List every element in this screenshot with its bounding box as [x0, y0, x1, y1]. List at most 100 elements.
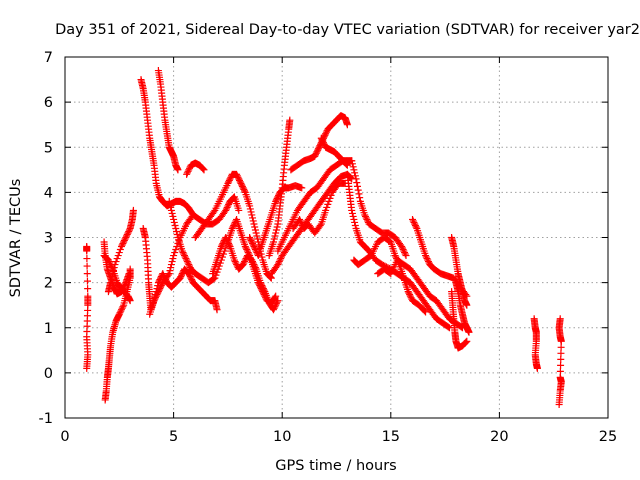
data-point-marker: [400, 247, 408, 255]
data-point-marker: [270, 306, 278, 314]
data-point-marker: [223, 237, 231, 245]
data-point-marker: [350, 166, 358, 174]
data-point-marker: [350, 215, 358, 223]
data-point-marker: [422, 308, 430, 316]
data-point-marker: [152, 294, 159, 302]
data-point-marker: [319, 139, 327, 147]
x-tick-label: 20: [490, 429, 508, 445]
data-point-marker: [237, 179, 245, 187]
y-tick-label: 6: [44, 95, 53, 111]
series-track-x: [448, 288, 471, 352]
data-point-marker: [557, 343, 565, 351]
data-point-marker: [124, 229, 132, 237]
data-point-marker: [348, 160, 356, 168]
data-point-marker: [180, 250, 188, 258]
data-point-marker: [319, 137, 327, 145]
data-point-marker: [406, 291, 414, 299]
data-point-marker: [351, 221, 359, 229]
data-point-marker: [107, 261, 115, 269]
data-point-marker: [349, 163, 357, 171]
data-point-marker: [271, 303, 279, 311]
data-point-marker: [199, 165, 207, 173]
data-point-marker: [230, 194, 238, 202]
data-point-marker: [104, 256, 112, 264]
data-point-marker: [249, 258, 257, 266]
data-point-marker: [325, 197, 333, 205]
data-point-marker: [186, 271, 194, 279]
data-point-marker: [249, 240, 257, 248]
data-point-marker: [226, 175, 234, 183]
data-point-marker: [555, 400, 563, 408]
data-point-marker: [224, 179, 232, 187]
data-point-marker: [247, 208, 255, 216]
data-point-marker: [557, 361, 565, 369]
data-point-marker: [105, 258, 113, 266]
data-point-marker: [326, 194, 334, 202]
data-point-marker: [116, 309, 124, 317]
data-point-marker: [230, 256, 238, 264]
data-point-marker: [225, 178, 233, 186]
data-point-marker: [409, 215, 417, 223]
data-point-marker: [232, 259, 240, 267]
series-early-satellite: [83, 243, 92, 372]
data-point-marker: [178, 247, 186, 255]
data-point-marker: [217, 243, 225, 251]
data-point-marker: [218, 241, 226, 249]
data-point-marker: [121, 280, 129, 288]
data-point-marker: [241, 243, 249, 251]
data-point-marker: [212, 271, 220, 279]
data-point-marker: [270, 304, 278, 312]
data-point-marker: [258, 253, 266, 261]
data-point-marker: [184, 259, 192, 267]
data-point-marker: [126, 265, 134, 273]
series-track-n: [274, 157, 351, 255]
data-point-marker: [463, 337, 471, 345]
data-point-marker: [119, 240, 127, 248]
data-point-marker: [83, 277, 91, 285]
data-point-marker: [251, 244, 259, 252]
data-point-marker: [216, 259, 224, 267]
data-point-marker: [315, 143, 323, 151]
data-point-marker: [249, 217, 257, 225]
data-point-marker: [241, 187, 249, 195]
data-point-marker: [248, 211, 256, 219]
data-point-marker: [267, 273, 275, 281]
data-point-marker: [112, 258, 120, 266]
data-point-marker: [424, 258, 432, 266]
data-point-marker: [250, 220, 258, 228]
data-point-marker: [276, 256, 284, 264]
data-point-marker: [186, 273, 194, 281]
data-point-marker: [327, 191, 335, 199]
data-point-marker: [240, 185, 248, 193]
data-point-marker: [185, 166, 193, 174]
data-point-marker: [115, 249, 123, 257]
data-point-marker: [220, 250, 228, 258]
data-point-marker: [230, 221, 238, 229]
data-point-marker: [222, 206, 230, 214]
data-point-marker: [274, 261, 282, 269]
data-point-marker: [167, 261, 175, 269]
data-point-marker: [228, 224, 236, 232]
data-point-marker: [411, 220, 419, 228]
data-point-marker: [183, 258, 191, 266]
data-point-marker: [186, 262, 194, 270]
data-point-marker: [165, 197, 173, 205]
series-track-l: [265, 116, 294, 260]
series-track-i: [191, 170, 275, 282]
data-point-marker: [235, 175, 243, 183]
data-point-marker: [275, 258, 283, 266]
data-point-marker: [251, 264, 259, 272]
data-point-marker: [231, 258, 239, 266]
data-point-marker: [164, 271, 172, 279]
data-point-marker: [398, 243, 406, 251]
data-point-marker: [183, 169, 191, 177]
data-point-marker: [316, 221, 324, 229]
data-point-marker: [250, 261, 258, 269]
data-point-marker: [167, 203, 175, 211]
data-point-marker: [462, 338, 470, 346]
data-point-marker: [125, 270, 133, 278]
data-point-marker: [311, 152, 319, 160]
data-point-marker: [113, 255, 121, 263]
series-track-f: [146, 193, 243, 318]
data-point-marker: [225, 240, 233, 248]
